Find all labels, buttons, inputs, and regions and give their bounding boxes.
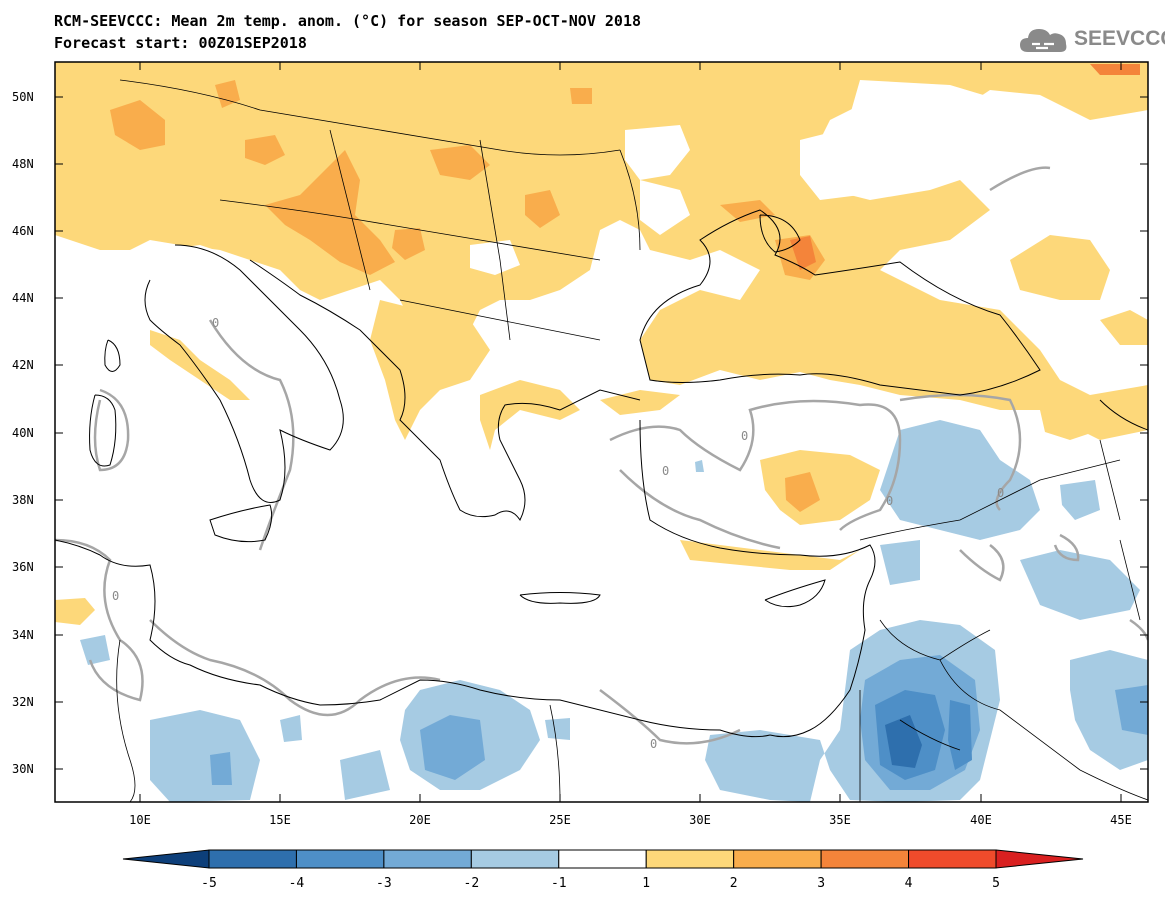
lat-tick-label: 46N [12, 224, 34, 238]
logo-text: SEEVCCC [1074, 27, 1165, 50]
lat-tick-label: 38N [12, 493, 34, 507]
cloud-icon [1020, 29, 1067, 52]
country-borders [116, 79, 1148, 802]
lon-tick-label: 45E [1110, 813, 1132, 827]
lon-tick-label: 20E [409, 813, 431, 827]
forecast-start-label: Forecast start: 00Z01SEP2018 [54, 34, 307, 52]
lon-tick-label: 35E [829, 813, 851, 827]
contour-label: 0 [212, 316, 219, 330]
colorbar-tick-label: -4 [288, 876, 305, 891]
colorbar-segment [122, 849, 210, 869]
colorbar-segment [908, 849, 997, 869]
colorbar-segment [645, 849, 735, 869]
colorbar-tick-label: 3 [817, 876, 826, 891]
lat-tick-label: 44N [12, 291, 34, 305]
contour-label: 0 [112, 589, 119, 603]
lat-tick-label: 42N [12, 358, 34, 372]
colorbar [122, 849, 1084, 869]
colorbar-segment [295, 849, 385, 869]
seevccc-logo: SEEVCCC [1018, 22, 1165, 58]
colorbar-segment [383, 849, 472, 869]
lat-tick-label: 50N [12, 90, 34, 104]
lon-tick-label: 25E [549, 813, 571, 827]
colorbar-tick-label: -5 [201, 876, 217, 891]
lat-tick-label: 30N [12, 762, 34, 776]
colorbar-segment [995, 849, 1084, 869]
colorbar-segment [470, 849, 560, 869]
map-frame [54, 61, 1149, 803]
colorbar-tick-label: 1 [642, 876, 651, 891]
contour-label: 0 [650, 737, 657, 751]
contour-label: 0 [997, 486, 1004, 500]
colorbar-segment [820, 849, 910, 869]
colorbar-tick-label: 2 [729, 876, 738, 891]
coastlines [55, 209, 1148, 738]
lat-tick-label: 36N [12, 560, 34, 574]
colorbar-tick-label: 4 [904, 876, 913, 891]
anomaly-fill-layer [55, 62, 1148, 802]
colorbar-tick-label: 5 [992, 876, 1000, 891]
lon-tick-label: 15E [269, 813, 291, 827]
colorbar-segment [558, 849, 647, 869]
contour-label: 0 [741, 429, 748, 443]
lon-tick-label: 30E [689, 813, 711, 827]
colorbar-tick-label: -3 [376, 876, 392, 891]
longitude-axis: 10E 15E 20E 25E 30E 35E 40E 45E [129, 62, 1132, 827]
lon-tick-label: 10E [129, 813, 151, 827]
contour-label: 0 [662, 464, 669, 478]
map-title: RCM-SEEVCCC: Mean 2m temp. anom. (°C) fo… [54, 12, 641, 30]
lat-tick-label: 34N [12, 628, 34, 642]
colorbar-segment [733, 849, 822, 869]
lat-tick-label: 48N [12, 157, 34, 171]
lat-tick-label: 40N [12, 426, 34, 440]
colorbar-segment [208, 849, 297, 869]
colorbar-tick-label: -2 [463, 876, 480, 891]
contour-label-layer: 0 0 0 0 0 0 0 [112, 316, 1004, 751]
lat-tick-label: 32N [12, 695, 34, 709]
colorbar-tick-label: -1 [550, 876, 567, 891]
latitude-axis: 50N 48N 46N 44N 42N 40N 38N 36N 34N 32N … [12, 90, 1148, 776]
lon-tick-label: 40E [970, 813, 992, 827]
contour-label: 0 [886, 494, 893, 508]
